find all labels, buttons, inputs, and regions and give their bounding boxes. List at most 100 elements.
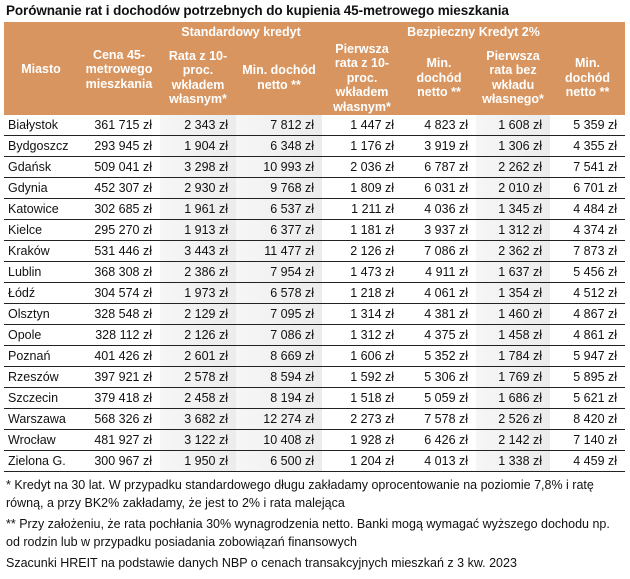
cell-price: 509 041 zł — [78, 156, 160, 178]
cell-city: Białystok — [4, 115, 78, 136]
cell-bk2-installment-0: 2 362 zł — [476, 240, 551, 262]
cell-price: 361 715 zł — [78, 115, 160, 136]
table-title: Porównanie rat i dochodów potrzebnych do… — [6, 3, 509, 18]
header-group-standard: Standardowy kredyt — [160, 22, 323, 41]
cell-std-min-income: 6 348 zł — [236, 135, 323, 157]
header-city: Miasto — [4, 22, 78, 115]
cell-bk2-min-income-10: 6 426 zł — [402, 429, 477, 451]
header-group-bk2: Bezpieczny Kredyt 2% — [322, 22, 626, 41]
cell-std-installment: 2 386 zł — [160, 261, 236, 283]
cell-bk2-installment-0: 1 345 zł — [476, 198, 551, 220]
cell-price: 295 270 zł — [78, 219, 160, 241]
cell-std-installment: 3 298 zł — [160, 156, 236, 178]
cell-bk2-installment-0: 1 458 zł — [476, 324, 551, 346]
cell-city: Warszawa — [4, 408, 78, 430]
cell-bk2-installment-0: 1 784 zł — [476, 345, 551, 367]
cell-bk2-installment-10: 1 447 zł — [322, 115, 403, 136]
cell-std-min-income: 8 669 zł — [236, 345, 323, 367]
cell-bk2-installment-0: 1 460 zł — [476, 303, 551, 325]
header-bk2-min-income-0: Min. dochód netto ** — [550, 40, 626, 115]
cell-bk2-min-income-0: 7 873 zł — [550, 240, 626, 262]
cell-bk2-min-income-10: 4 375 zł — [402, 324, 477, 346]
table-body: Białystok 361 715 zł 2 343 zł 7 812 zł 1 447… — [4, 115, 626, 472]
cell-std-min-income: 6 537 zł — [236, 198, 323, 220]
cell-bk2-min-income-10: 7 086 zł — [402, 240, 477, 262]
cell-bk2-installment-10: 1 312 zł — [322, 324, 403, 346]
cell-price: 401 426 zł — [78, 345, 160, 367]
table-row: Katowice 302 685 zł 1 961 zł 6 537 zł 1 211 … — [4, 198, 626, 220]
cell-std-installment: 3 122 zł — [160, 429, 236, 451]
cell-bk2-min-income-0: 5 456 zł — [550, 261, 626, 283]
table-row: Szczecin 379 418 zł 2 458 zł 8 194 zł 1 518 … — [4, 387, 626, 409]
cell-std-installment: 2 126 zł — [160, 324, 236, 346]
cell-std-installment: 1 904 zł — [160, 135, 236, 157]
cell-bk2-installment-0: 1 637 zł — [476, 261, 551, 283]
cell-std-min-income: 9 768 zł — [236, 177, 323, 199]
cell-std-installment: 2 601 zł — [160, 345, 236, 367]
cell-std-min-income: 10 993 zł — [236, 156, 323, 178]
cell-city: Poznań — [4, 345, 78, 367]
cell-bk2-min-income-10: 3 919 zł — [402, 135, 477, 157]
cell-price: 397 921 zł — [78, 366, 160, 388]
cell-std-min-income: 7 954 zł — [236, 261, 323, 283]
cell-bk2-min-income-0: 5 947 zł — [550, 345, 626, 367]
table-row: Gdynia 452 307 zł 2 930 zł 9 768 zł 1 809 zł… — [4, 177, 626, 199]
cell-price: 304 574 zł — [78, 282, 160, 304]
cell-city: Wrocław — [4, 429, 78, 451]
cell-bk2-installment-10: 1 928 zł — [322, 429, 403, 451]
cell-std-min-income: 10 408 zł — [236, 429, 323, 451]
cell-bk2-installment-10: 1 204 zł — [322, 450, 403, 472]
table-row: Gdańsk 509 041 zł 3 298 zł 10 993 zł 2 036 z… — [4, 156, 626, 178]
footnotes: * Kredyt na 30 lat. W przypadku standard… — [4, 476, 624, 572]
table-row: Olsztyn 328 548 zł 2 129 zł 7 095 zł 1 314 z… — [4, 303, 626, 325]
cell-city: Katowice — [4, 198, 78, 220]
cell-city: Opole — [4, 324, 78, 346]
cell-price: 368 308 zł — [78, 261, 160, 283]
table-row: Warszawa 568 326 zł 3 682 zł 12 274 zł 2 273… — [4, 408, 626, 430]
header-std-installment: Rata z 10-proc. wkładem własnym* — [160, 40, 236, 115]
header-bk2-installment-10: Pierwsza rata z 10-proc. wkładem własnym… — [322, 40, 403, 115]
cell-bk2-installment-10: 2 036 zł — [322, 156, 403, 178]
cell-bk2-installment-0: 1 338 zł — [476, 450, 551, 472]
cell-bk2-installment-0: 2 526 zł — [476, 408, 551, 430]
header-price: Cena 45-metrowego mieszkania — [78, 22, 160, 115]
cell-bk2-installment-10: 1 211 zł — [322, 198, 403, 220]
cell-std-installment: 2 458 zł — [160, 387, 236, 409]
cell-bk2-installment-10: 1 809 zł — [322, 177, 403, 199]
cell-bk2-installment-10: 1 606 zł — [322, 345, 403, 367]
header-bk2-installment-0: Pierwsza rata bez wkładu własnego* — [476, 40, 551, 115]
cell-bk2-installment-0: 1 686 zł — [476, 387, 551, 409]
cell-bk2-min-income-0: 4 512 zł — [550, 282, 626, 304]
cell-city: Szczecin — [4, 387, 78, 409]
cell-price: 300 967 zł — [78, 450, 160, 472]
cell-price: 481 927 zł — [78, 429, 160, 451]
cell-bk2-installment-0: 2 010 zł — [476, 177, 551, 199]
cell-bk2-min-income-10: 4 036 zł — [402, 198, 477, 220]
cell-bk2-min-income-0: 4 484 zł — [550, 198, 626, 220]
cell-bk2-min-income-10: 5 306 zł — [402, 366, 477, 388]
cell-std-min-income: 7 086 zł — [236, 324, 323, 346]
table-row: Kielce 295 270 zł 1 913 zł 6 377 zł 1 181 zł… — [4, 219, 626, 241]
cell-bk2-installment-10: 2 126 zł — [322, 240, 403, 262]
cell-bk2-min-income-0: 4 374 zł — [550, 219, 626, 241]
table-row: Opole 328 112 zł 2 126 zł 7 086 zł 1 312 zł 4… — [4, 324, 626, 346]
cell-bk2-installment-0: 2 142 zł — [476, 429, 551, 451]
cell-std-min-income: 7 812 zł — [236, 115, 323, 136]
cell-std-installment: 1 950 zł — [160, 450, 236, 472]
cell-city: Gdańsk — [4, 156, 78, 178]
cell-std-min-income: 6 377 zł — [236, 219, 323, 241]
footnote-credit: * Kredyt na 30 lat. W przypadku standard… — [6, 478, 594, 510]
cell-city: Olsztyn — [4, 303, 78, 325]
cell-bk2-min-income-0: 4 867 zł — [550, 303, 626, 325]
cell-std-min-income: 11 477 zł — [236, 240, 323, 262]
header-std-min-income: Min. dochód netto ** — [236, 40, 323, 115]
cell-bk2-installment-10: 1 218 zł — [322, 282, 403, 304]
cell-std-installment: 2 930 zł — [160, 177, 236, 199]
header-bk2-min-income-10: Min. dochód netto ** — [402, 40, 477, 115]
table-row: Lublin 368 308 zł 2 386 zł 7 954 zł 1 473 zł… — [4, 261, 626, 283]
cell-city: Bydgoszcz — [4, 135, 78, 157]
cell-std-min-income: 6 578 zł — [236, 282, 323, 304]
table-row: Białystok 361 715 zł 2 343 zł 7 812 zł 1 447… — [4, 115, 626, 136]
cell-city: Kraków — [4, 240, 78, 262]
